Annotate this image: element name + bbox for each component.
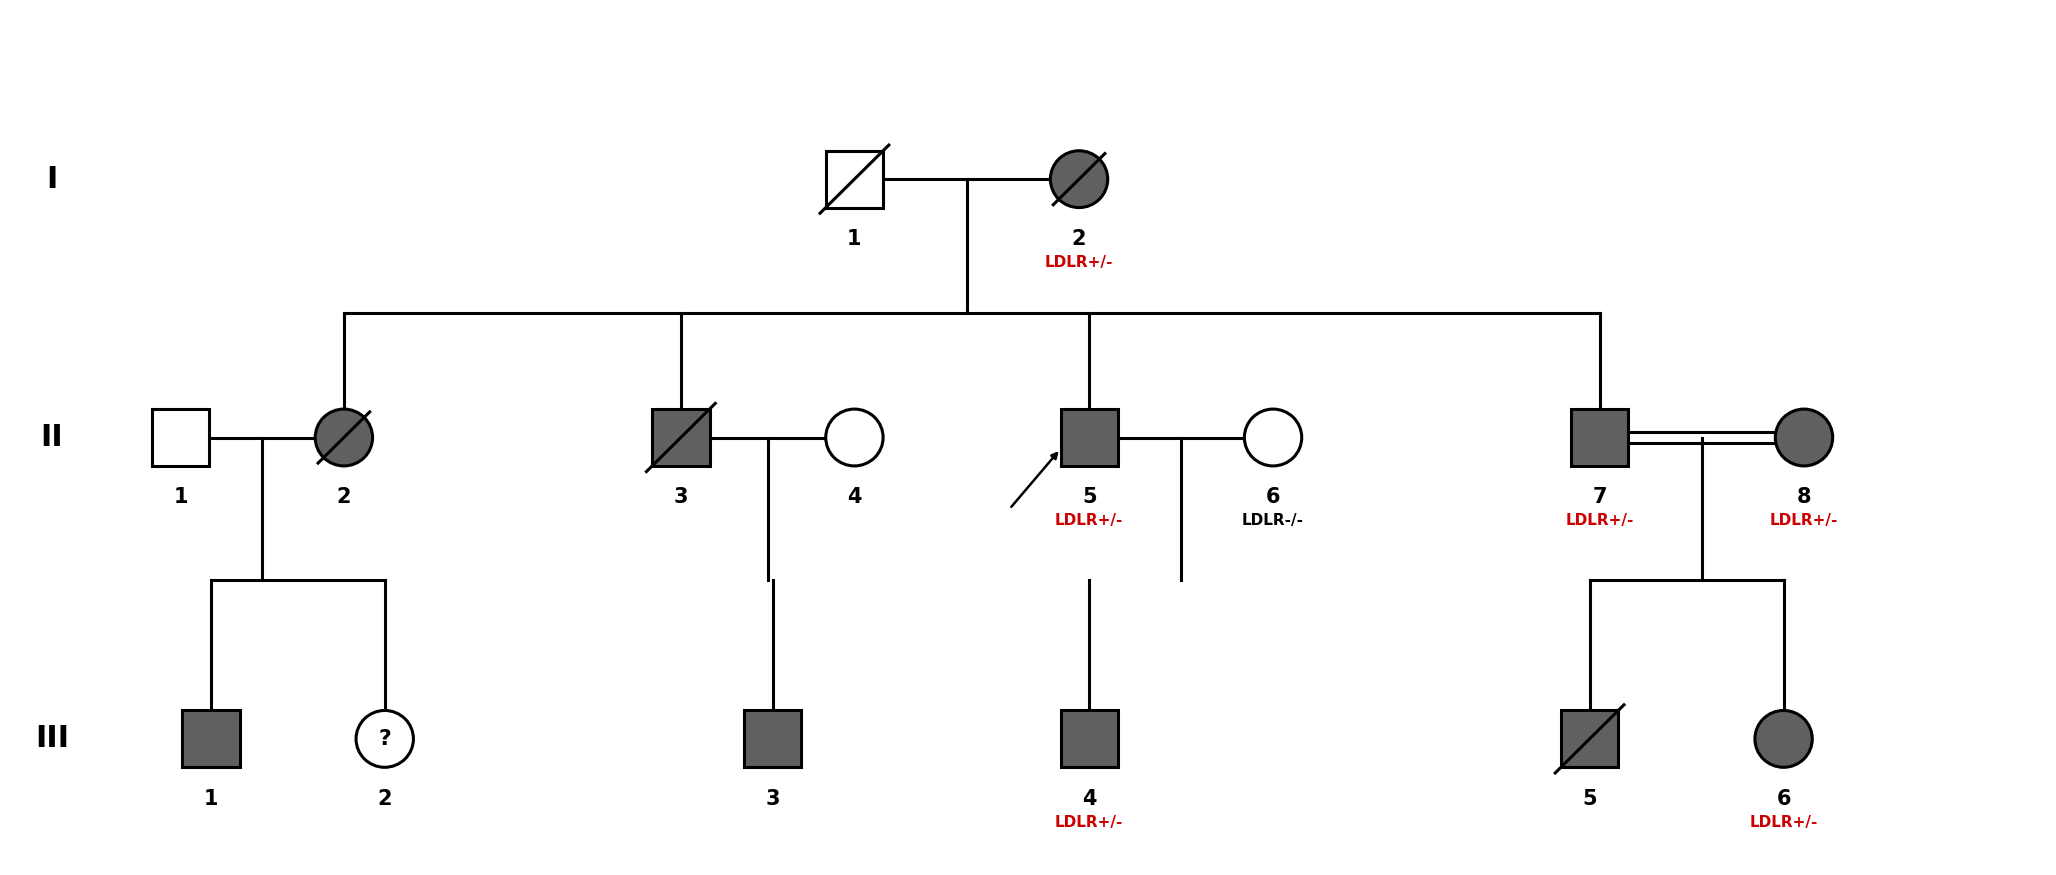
Text: 4: 4 — [1081, 789, 1096, 808]
Text: 2: 2 — [1071, 229, 1086, 249]
Text: 6: 6 — [1776, 789, 1791, 808]
Text: 1: 1 — [847, 229, 861, 249]
Text: LDLR+/-: LDLR+/- — [1055, 815, 1123, 829]
Text: 6: 6 — [1266, 487, 1281, 508]
Bar — [152, 410, 210, 466]
Bar — [1561, 710, 1618, 767]
Text: LDLR-/-: LDLR-/- — [1242, 514, 1304, 528]
Text: ?: ? — [378, 729, 391, 749]
Text: 1: 1 — [173, 487, 187, 508]
Ellipse shape — [827, 410, 884, 466]
Text: LDLR+/-: LDLR+/- — [1750, 815, 1818, 829]
Ellipse shape — [1244, 410, 1301, 466]
Bar — [1061, 710, 1118, 767]
Text: 3: 3 — [674, 487, 689, 508]
Text: II: II — [41, 423, 64, 452]
Bar — [744, 710, 802, 767]
Text: LDLR+/-: LDLR+/- — [1055, 514, 1123, 528]
Text: 2: 2 — [337, 487, 352, 508]
Ellipse shape — [356, 710, 413, 767]
Text: 2: 2 — [378, 789, 393, 808]
Text: III: III — [35, 724, 70, 753]
Ellipse shape — [1756, 710, 1811, 767]
Bar — [1061, 410, 1118, 466]
Text: 5: 5 — [1081, 487, 1096, 508]
Text: I: I — [45, 164, 58, 193]
Text: 5: 5 — [1583, 789, 1598, 808]
Text: 4: 4 — [847, 487, 861, 508]
Bar — [183, 710, 241, 767]
Ellipse shape — [1051, 150, 1108, 207]
Text: 1: 1 — [204, 789, 218, 808]
Text: 3: 3 — [765, 789, 779, 808]
Text: LDLR+/-: LDLR+/- — [1565, 514, 1635, 528]
Ellipse shape — [1774, 410, 1832, 466]
Bar — [827, 150, 884, 207]
Text: 8: 8 — [1797, 487, 1811, 508]
Text: LDLR+/-: LDLR+/- — [1770, 514, 1838, 528]
Bar — [652, 410, 709, 466]
Bar — [1571, 410, 1628, 466]
Text: 7: 7 — [1593, 487, 1608, 508]
Text: LDLR+/-: LDLR+/- — [1044, 255, 1112, 270]
Ellipse shape — [315, 410, 372, 466]
